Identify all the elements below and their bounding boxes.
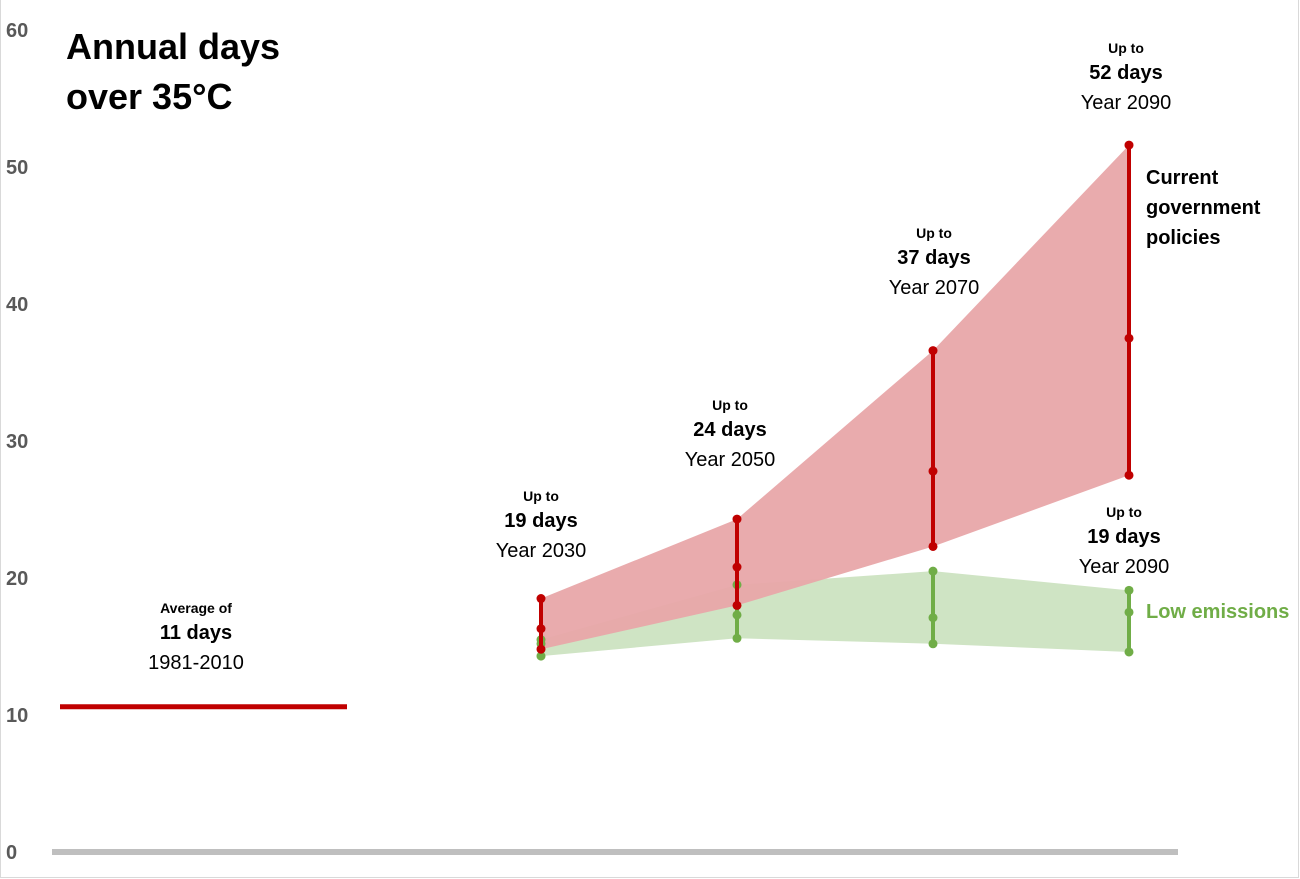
annotation-2030: Up to 19 days Year 2030 — [441, 486, 641, 566]
baseline-label-period: 1981-2010 — [148, 652, 244, 674]
chart-title: Annual days over 35°C — [66, 26, 281, 117]
range-point — [928, 541, 938, 551]
range-point — [732, 633, 742, 643]
annotation-days: 37 days — [897, 247, 971, 269]
annotation-top: Up to — [916, 225, 952, 241]
y-tick-label: 10 — [6, 705, 28, 727]
range-area-current-policies — [541, 145, 1129, 650]
range-area-low-emissions — [541, 571, 1129, 657]
range-point — [732, 600, 742, 610]
range-areas — [541, 145, 1129, 657]
y-tick-label: 30 — [6, 431, 28, 453]
annotation-days: 19 days — [1087, 526, 1161, 548]
range-point — [732, 514, 742, 524]
y-axis-ticks: 0 10 20 30 40 50 60 — [6, 20, 28, 864]
range-point — [928, 566, 938, 576]
range-point — [1124, 607, 1134, 617]
range-point — [732, 610, 742, 620]
range-point — [536, 624, 546, 634]
range-point — [536, 644, 546, 654]
range-point — [1124, 333, 1134, 343]
annotation-2090-low: Up to 19 days Year 2090 — [1024, 502, 1224, 582]
y-tick-label: 0 — [6, 842, 17, 864]
annotation-year: Year 2050 — [684, 449, 776, 471]
annotation-top: Up to — [1106, 504, 1142, 520]
annotation-year: Year 2030 — [495, 540, 587, 562]
annotation-2070: Up to 37 days Year 2070 — [834, 223, 1034, 303]
annotation-year: Year 2070 — [888, 277, 980, 299]
annotation-top: Up to — [523, 488, 559, 504]
series-label-current-policies: Current government policies — [1146, 167, 1261, 249]
range-point — [1124, 470, 1134, 480]
range-marks — [536, 140, 1134, 661]
baseline-label-main: 11 days — [159, 622, 233, 644]
annotation-days: 19 days — [504, 510, 578, 532]
y-tick-label: 60 — [6, 20, 28, 42]
y-tick-label: 50 — [6, 157, 28, 179]
annotation-2090-current: Up to 52 days Year 2090 — [1026, 38, 1226, 118]
range-point — [928, 613, 938, 623]
range-point — [536, 594, 546, 604]
range-point — [536, 651, 546, 661]
annotation-year: Year 2090 — [1080, 92, 1172, 114]
baseline-label: Average of 11 days 1981-2010 — [96, 598, 296, 678]
range-point — [928, 346, 938, 356]
range-point — [1124, 140, 1134, 150]
annotation-top: Up to — [1108, 40, 1144, 56]
y-tick-label: 20 — [6, 568, 28, 590]
range-point — [928, 466, 938, 476]
range-point — [928, 639, 938, 649]
annotation-days: 24 days — [693, 419, 767, 441]
baseline-label-top: Average of — [160, 600, 232, 616]
range-point — [732, 562, 742, 572]
annotation-2050: Up to 24 days Year 2050 — [630, 395, 830, 475]
annotation-year: Year 2090 — [1078, 556, 1170, 578]
range-point — [1124, 647, 1134, 657]
annotation-days: 52 days — [1089, 62, 1163, 84]
y-tick-label: 40 — [6, 294, 28, 316]
series-label-low-emissions: Low emissions — [1146, 601, 1290, 623]
range-point — [1124, 585, 1134, 595]
annotation-top: Up to — [712, 397, 748, 413]
